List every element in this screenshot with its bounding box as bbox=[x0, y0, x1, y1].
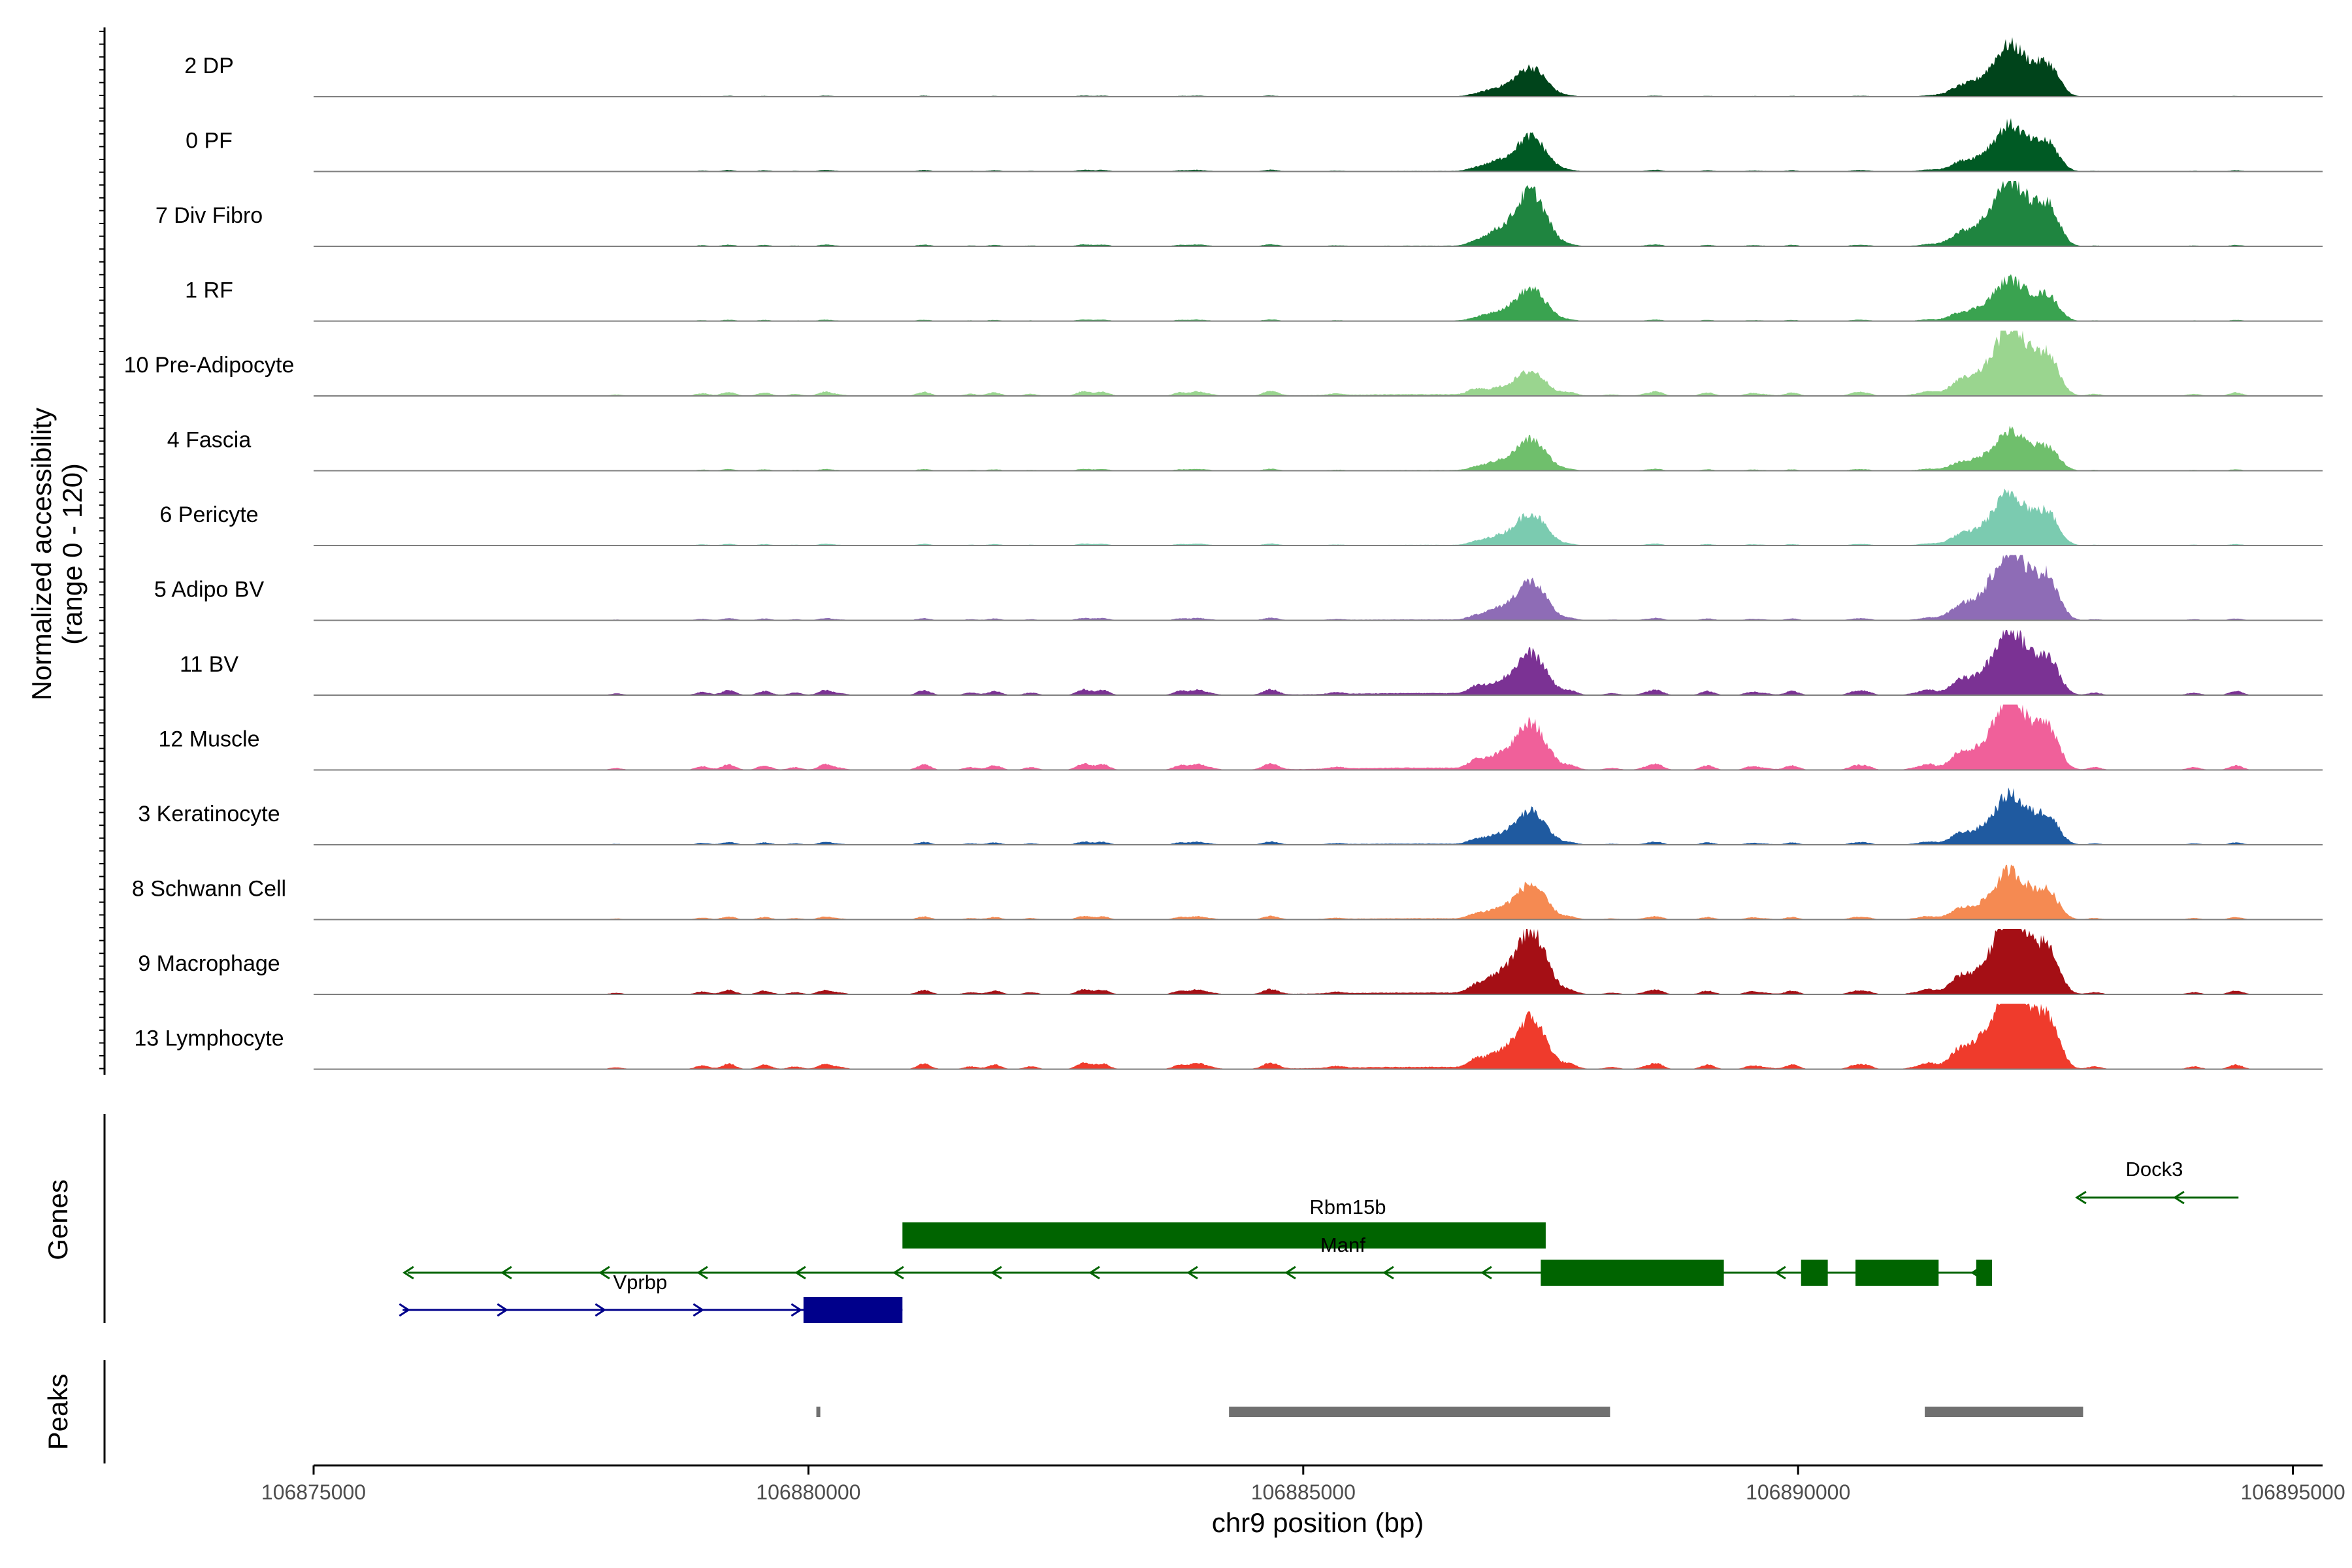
peak-region bbox=[1229, 1407, 1610, 1417]
gene-vprbp: Vprbp bbox=[399, 1271, 903, 1323]
gene-strand-chevron bbox=[990, 1266, 1002, 1280]
peaks-panel-label: Peaks bbox=[42, 1374, 73, 1450]
track-2-dp: 2 DP bbox=[184, 37, 2323, 97]
track-coverage-area bbox=[314, 118, 2323, 172]
track-label: 7 Div Fibro bbox=[155, 203, 263, 228]
gene-strand-chevron bbox=[1284, 1266, 1296, 1280]
x-tick-label: 106890000 bbox=[1746, 1480, 1850, 1504]
gene-strand-chevron bbox=[500, 1266, 512, 1280]
gene-strand-chevron bbox=[696, 1266, 708, 1280]
coverage-tracks: 2 DP 0 PF 7 Div Fibro 1 RF 10 Pre-Adipocyte 4… bbox=[124, 37, 2323, 1070]
y-axis-title-line1: Normalized accessibility bbox=[26, 408, 57, 700]
track-6-pericyte: 6 Pericyte bbox=[159, 488, 2323, 546]
track-11-bv: 11 BV bbox=[180, 630, 2323, 696]
track-4-fascia: 4 Fascia bbox=[167, 425, 2323, 472]
track-coverage-area bbox=[314, 274, 2323, 321]
gene-rbm15b: Rbm15b bbox=[902, 1196, 1546, 1249]
gene-exon bbox=[1801, 1260, 1828, 1286]
gene-strand-chevron bbox=[693, 1303, 705, 1317]
track-5-adipo-bv: 5 Adipo BV bbox=[154, 555, 2323, 621]
track-coverage-area bbox=[314, 787, 2323, 845]
track-coverage-area bbox=[314, 704, 2323, 770]
gene-strand-chevron bbox=[497, 1303, 509, 1317]
track-label: 1 RF bbox=[185, 278, 233, 303]
gene-strand-chevron bbox=[1088, 1266, 1100, 1280]
track-1-rf: 1 RF bbox=[185, 274, 2323, 322]
gene-strand-chevron bbox=[1480, 1266, 1492, 1280]
track-0-pf: 0 PF bbox=[186, 118, 2323, 172]
x-tick-label: 106895000 bbox=[2240, 1480, 2345, 1504]
gene-strand-chevron bbox=[892, 1266, 904, 1280]
gene-label: Dock3 bbox=[2126, 1158, 2183, 1181]
genes-panel-label: Genes bbox=[42, 1179, 73, 1260]
gene-strand-chevron bbox=[402, 1266, 414, 1280]
track-coverage-area bbox=[314, 425, 2323, 471]
track-label: 9 Macrophage bbox=[138, 951, 280, 976]
gene-label: Rbm15b bbox=[1309, 1196, 1386, 1218]
track-8-schwann-cell: 8 Schwann Cell bbox=[132, 864, 2323, 921]
track-coverage-area bbox=[314, 555, 2323, 621]
gene-strand-chevron bbox=[1382, 1266, 1394, 1280]
track-coverage-area bbox=[314, 864, 2323, 920]
gene-label: Vprbp bbox=[613, 1271, 668, 1294]
track-coverage-area bbox=[314, 488, 2323, 546]
gene-strand-chevron bbox=[595, 1303, 607, 1317]
track-coverage-area bbox=[314, 331, 2323, 396]
gene-exon bbox=[1976, 1260, 1993, 1286]
gene-strand-chevron bbox=[598, 1266, 610, 1280]
x-tick-label: 106875000 bbox=[261, 1480, 366, 1504]
track-label: 0 PF bbox=[186, 129, 233, 154]
peak-region bbox=[1925, 1407, 2083, 1417]
track-13-lymphocyte: 13 Lymphocyte bbox=[134, 1004, 2323, 1070]
gene-exon bbox=[803, 1297, 903, 1323]
y-axis-title-line2: (range 0 - 120) bbox=[57, 463, 88, 645]
track-coverage-area bbox=[314, 929, 2323, 994]
gene-exon bbox=[1855, 1260, 1939, 1286]
track-coverage-area bbox=[314, 630, 2323, 695]
gene-exon bbox=[1541, 1260, 1724, 1286]
track-label: 10 Pre-Adipocyte bbox=[124, 353, 295, 378]
track-coverage-area bbox=[314, 37, 2323, 97]
peak-region bbox=[816, 1407, 821, 1417]
track-label: 3 Keratinocyte bbox=[138, 802, 280, 826]
gene-strand-chevron bbox=[1186, 1266, 1198, 1280]
gene-label: Manf bbox=[1320, 1233, 1365, 1256]
genes-panel: Genes Rbm15b Manf Vprbp Dock3 bbox=[42, 1114, 2239, 1323]
track-label: 8 Schwann Cell bbox=[132, 877, 286, 902]
peaks-panel: Peaks bbox=[42, 1360, 2083, 1463]
track-label: 13 Lymphocyte bbox=[134, 1026, 284, 1051]
gene-strand-chevron bbox=[399, 1303, 411, 1317]
track-10-pre-adipocyte: 10 Pre-Adipocyte bbox=[124, 331, 2323, 397]
x-tick-label: 106885000 bbox=[1251, 1480, 1356, 1504]
gene-exon bbox=[902, 1222, 1546, 1249]
track-label: 4 Fascia bbox=[167, 428, 252, 453]
track-3-keratinocyte: 3 Keratinocyte bbox=[138, 787, 2323, 845]
y-axis-title: Normalized accessibility (range 0 - 120) bbox=[26, 408, 88, 700]
gene-strand-chevron bbox=[1774, 1266, 1786, 1280]
gene-strand-chevron bbox=[2075, 1190, 2087, 1205]
gene-dock3: Dock3 bbox=[2075, 1158, 2239, 1205]
track-9-macrophage: 9 Macrophage bbox=[138, 929, 2323, 995]
coverage-y-axis bbox=[99, 27, 106, 1075]
track-label: 11 BV bbox=[180, 652, 238, 677]
x-tick-label: 106880000 bbox=[756, 1480, 860, 1504]
track-coverage-area bbox=[314, 1004, 2323, 1070]
x-axis-title: chr9 position (bp) bbox=[1212, 1507, 1424, 1538]
track-coverage-area bbox=[314, 181, 2323, 246]
x-axis: chr9 position (bp) 106875000 106880000 106… bbox=[261, 1464, 2345, 1538]
gene-manf: Manf bbox=[402, 1233, 1993, 1286]
track-label: 2 DP bbox=[184, 54, 234, 78]
gene-strand-chevron bbox=[794, 1266, 806, 1280]
track-12-muscle: 12 Muscle bbox=[159, 704, 2323, 771]
track-7-div-fibro: 7 Div Fibro bbox=[155, 181, 2323, 247]
gene-strand-chevron bbox=[2173, 1190, 2185, 1205]
track-label: 5 Adipo BV bbox=[154, 578, 265, 602]
track-label: 6 Pericyte bbox=[159, 502, 258, 527]
track-label: 12 Muscle bbox=[159, 727, 260, 752]
gene-strand-chevron bbox=[791, 1303, 803, 1317]
